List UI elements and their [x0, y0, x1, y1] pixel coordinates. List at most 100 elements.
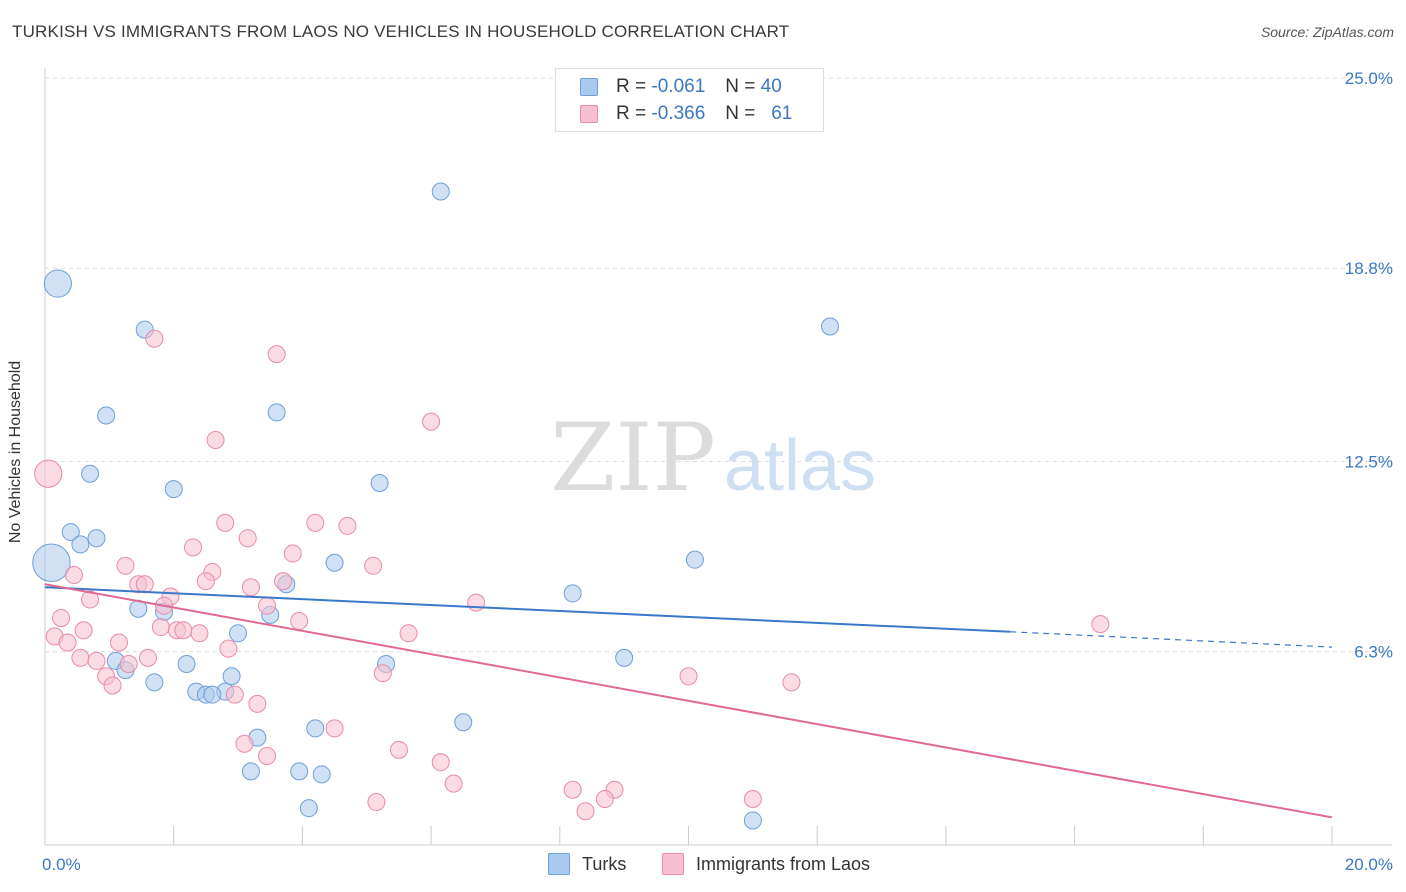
data-point-laos: [274, 572, 293, 591]
bottom-legend-swatch-turks: [548, 853, 570, 875]
trend-lines: [44, 583, 1333, 819]
data-point-turks: [145, 673, 164, 692]
legend-r-value: -0.061: [651, 76, 706, 97]
chart-title: TURKISH VS IMMIGRANTS FROM LAOS NO VEHIC…: [12, 22, 790, 41]
data-point-laos: [110, 633, 129, 652]
data-point-turks: [454, 713, 473, 732]
data-point-laos: [64, 566, 83, 585]
data-point-turks: [325, 553, 344, 572]
data-point-turks: [563, 584, 582, 603]
data-point-laos: [338, 516, 357, 535]
y-tick-label: 18.8%: [1345, 259, 1393, 278]
data-point-laos: [444, 774, 463, 793]
data-point-turks: [87, 529, 106, 548]
data-point-laos: [563, 780, 582, 799]
data-point-turks: [241, 762, 260, 781]
y-axis-label-wrap: No Vehicles in Household: [7, 361, 40, 543]
data-point-laos: [1091, 615, 1110, 634]
data-point-laos: [258, 747, 277, 766]
correlation-legend: R = -0.061 N = 40 R = -0.366 N = 61: [555, 68, 824, 132]
data-point-turks: [222, 667, 241, 686]
y-axis-label: No Vehicles in Household: [7, 360, 24, 544]
legend-row-turks: R = -0.061 N = 40: [580, 75, 782, 99]
x-tick-label: 20.0%: [1345, 855, 1393, 874]
data-point-laos: [290, 612, 309, 631]
legend-r-value: -0.366: [651, 103, 706, 124]
data-point-laos: [399, 624, 418, 643]
axes: [44, 68, 1392, 846]
trend-line-turks: [44, 586, 1011, 633]
data-point-laos: [467, 593, 486, 612]
data-point-turks: [267, 403, 286, 422]
data-point-turks: [97, 406, 116, 425]
bottom-legend-label-laos: Immigrants from Laos: [696, 853, 871, 874]
data-point-laos: [743, 789, 762, 808]
watermark-atlas: atlas: [724, 426, 876, 506]
data-point-laos: [367, 793, 386, 812]
data-point-laos: [248, 694, 267, 713]
data-point-laos: [373, 664, 392, 683]
y-tick-label: 12.5%: [1345, 453, 1393, 472]
data-points: [32, 182, 1110, 830]
data-point-laos: [283, 544, 302, 563]
data-point-laos: [364, 556, 383, 575]
data-point-laos: [267, 345, 286, 364]
data-point-turks: [370, 473, 389, 492]
data-point-turks: [685, 550, 704, 569]
data-point-laos: [135, 575, 154, 594]
data-point-laos: [103, 676, 122, 695]
data-point-turks: [71, 535, 90, 554]
legend-r-label: R =: [616, 103, 647, 124]
trend-line-dashed-turks: [1010, 631, 1333, 648]
legend-n-label: N =: [725, 103, 756, 124]
legend-n-label: N =: [725, 76, 756, 97]
x-tick-label: 0.0%: [42, 855, 81, 874]
data-point-turks: [821, 317, 840, 336]
legend-n-value: 40: [760, 76, 782, 97]
legend-n-value: 61: [771, 103, 793, 124]
data-point-laos: [306, 513, 325, 532]
data-point-laos: [219, 639, 238, 658]
data-point-laos: [58, 633, 77, 652]
bottom-legend-label-turks: Turks: [582, 853, 627, 874]
data-point-turks: [615, 648, 634, 667]
data-point-laos: [34, 459, 63, 488]
data-point-laos: [325, 719, 344, 738]
data-point-turks: [299, 799, 318, 818]
data-point-laos: [87, 651, 106, 670]
data-point-laos: [174, 621, 193, 640]
gridlines: [45, 77, 1392, 653]
data-point-laos: [576, 802, 595, 821]
data-point-laos: [225, 685, 244, 704]
legend-r-label: R =: [616, 76, 647, 97]
bottom-legend-turks: Turks: [548, 852, 626, 876]
data-point-turks: [164, 480, 183, 499]
data-point-laos: [119, 654, 138, 673]
watermark-zip: ZIP: [550, 404, 716, 513]
data-point-laos: [238, 529, 257, 548]
data-point-turks: [32, 543, 71, 582]
y-tick-labels: 6.3% 12.5% 18.8% 25.0%: [1345, 69, 1393, 662]
legend-row-laos: R = -0.366 N = 61: [580, 102, 792, 126]
data-point-laos: [52, 608, 71, 627]
bottom-legend-laos: Immigrants from Laos: [662, 852, 870, 876]
data-point-laos: [595, 789, 614, 808]
data-point-turks: [81, 464, 100, 483]
data-point-turks: [306, 719, 325, 738]
data-point-laos: [431, 753, 450, 772]
watermark: ZIP atlas: [550, 404, 876, 513]
y-tick-label: 25.0%: [1345, 69, 1393, 88]
data-point-laos: [196, 572, 215, 591]
data-point-laos: [389, 740, 408, 759]
data-point-turks: [177, 654, 196, 673]
legend-swatch-turks: [580, 78, 598, 96]
data-point-turks: [61, 523, 80, 542]
data-point-laos: [71, 648, 90, 667]
data-point-laos: [235, 734, 254, 753]
trend-line-laos: [44, 583, 1333, 819]
data-point-laos: [782, 673, 801, 692]
y-tick-label: 6.3%: [1354, 643, 1393, 662]
source-label: Source: ZipAtlas.com: [1260, 24, 1394, 40]
legend-swatch-laos: [580, 105, 598, 123]
